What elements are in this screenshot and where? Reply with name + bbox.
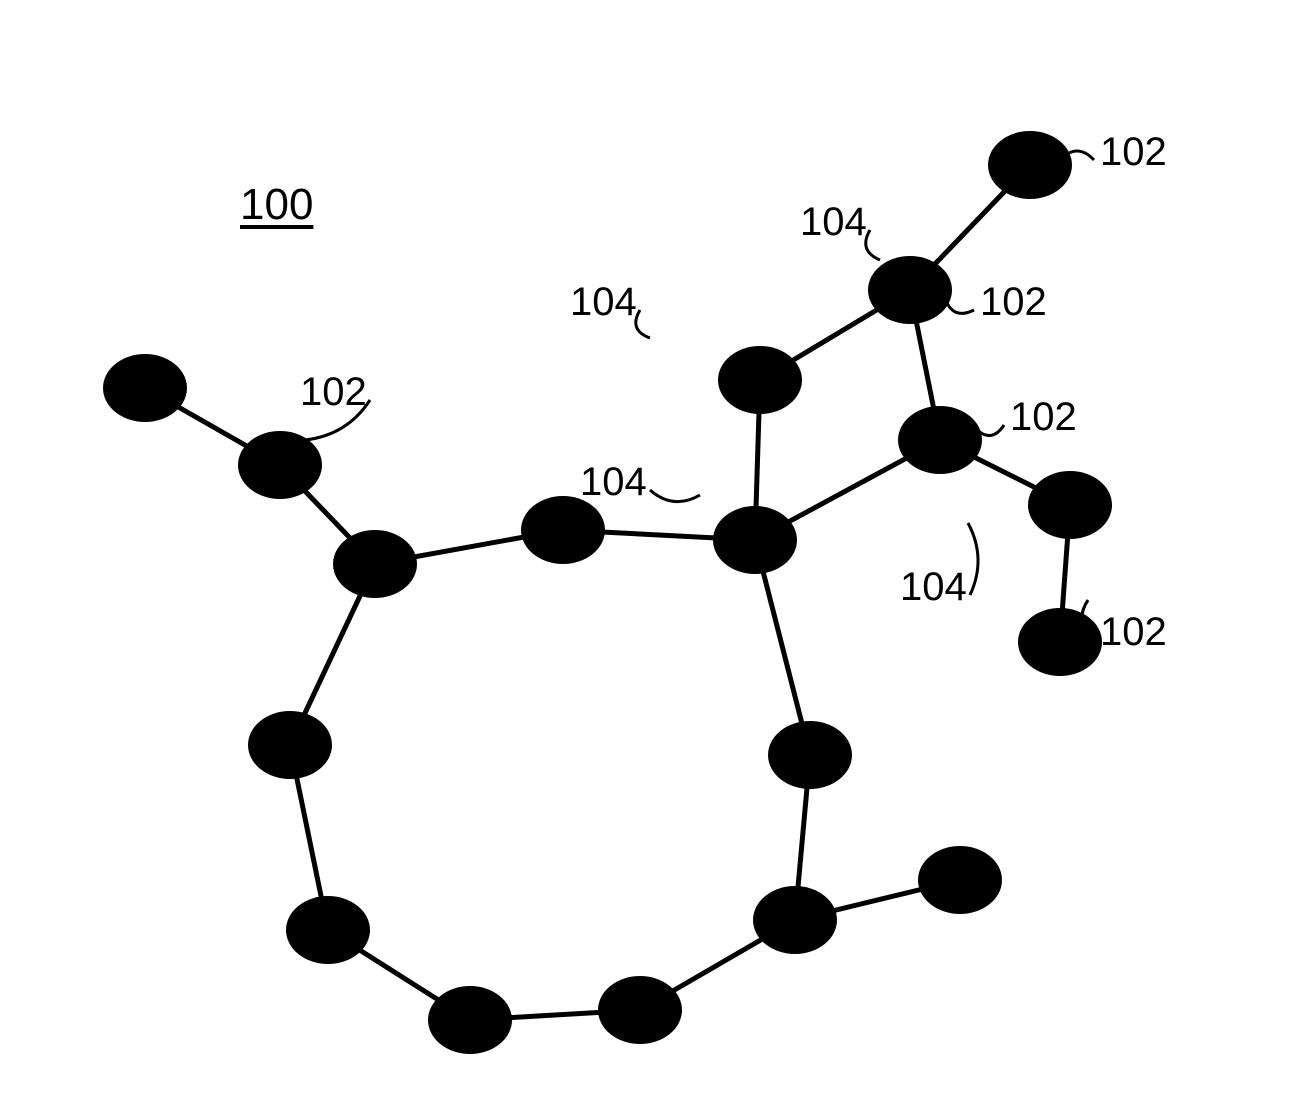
reference-label: 102 <box>1100 130 1167 175</box>
leader-line <box>866 230 880 260</box>
reference-label: 102 <box>980 280 1047 325</box>
leader-line <box>1082 600 1094 640</box>
leader-line <box>1060 151 1094 160</box>
reference-label: 102 <box>1100 610 1167 655</box>
network-diagram: 102 104 104 102 102 102 104 104 102 100 <box>0 0 1305 1119</box>
reference-label: 102 <box>300 370 367 415</box>
leader-line <box>945 298 974 313</box>
leader-line <box>650 490 700 502</box>
reference-label: 104 <box>900 565 967 610</box>
leader-line <box>975 425 1004 436</box>
reference-label: 104 <box>570 280 637 325</box>
reference-label: 102 <box>1010 395 1077 440</box>
reference-label: 104 <box>800 200 867 245</box>
leader-line <box>636 310 650 338</box>
reference-label: 104 <box>580 460 647 505</box>
figure-title: 100 <box>240 180 313 230</box>
leader-line <box>968 523 978 595</box>
